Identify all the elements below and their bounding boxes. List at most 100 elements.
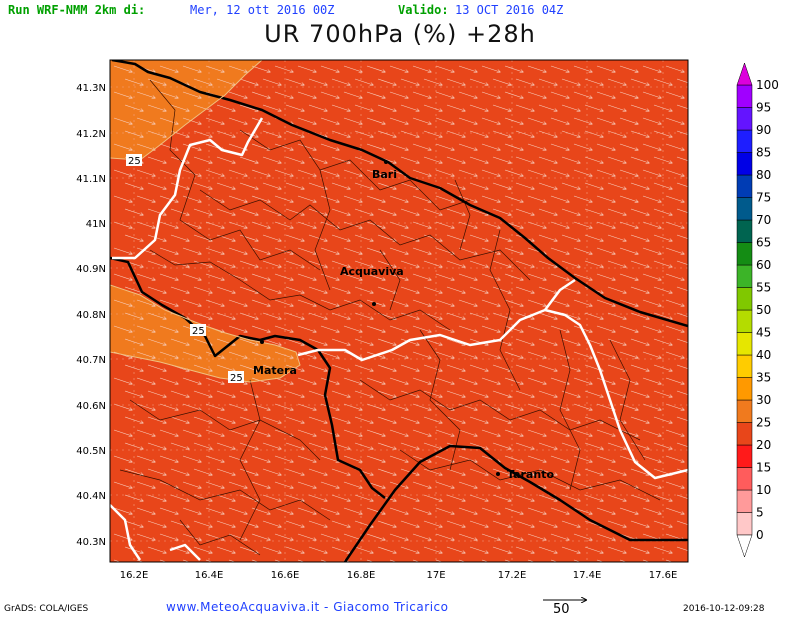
wind-vector [159, 403, 178, 410]
wind-vector [435, 351, 454, 358]
wind-vector [147, 468, 166, 475]
wind-vector [113, 325, 132, 332]
wind-vector [389, 429, 408, 436]
wind-vector [481, 429, 500, 436]
wind-vector [274, 507, 293, 514]
wind-vector [619, 247, 638, 254]
wind-vector [642, 143, 661, 150]
wind-vector [665, 351, 684, 358]
wind-vector [136, 273, 155, 280]
wind-vector [124, 312, 143, 319]
wind-vector [619, 143, 638, 150]
wind-vector [147, 208, 166, 215]
wind-vector [366, 65, 385, 72]
wind-vector [550, 91, 569, 98]
contour-label-text: 25 [192, 326, 205, 337]
wind-vector [515, 468, 534, 475]
wind-vector [343, 91, 362, 98]
wind-vector [285, 468, 304, 475]
wind-vector [469, 130, 488, 137]
wind-vector [469, 260, 488, 267]
wind-vector [297, 507, 316, 514]
lat-label: 40.7N [76, 355, 106, 366]
wind-vector [458, 143, 477, 150]
wind-vector [228, 65, 247, 72]
wind-vector [320, 507, 339, 514]
reference-vector-value: 50 [553, 602, 570, 617]
footer-website-link[interactable]: www.MeteoAcquaviva.it - Giacomo Tricaric… [166, 600, 449, 614]
wind-vector [124, 442, 143, 449]
wind-vector [331, 286, 350, 293]
wind-vector [561, 520, 580, 527]
wind-vector [228, 169, 247, 176]
wind-vector [239, 182, 258, 189]
wind-vector [377, 442, 396, 449]
wind-vector [573, 273, 592, 280]
wind-vector [561, 442, 580, 449]
latitude-labels: 41.3N 41.2N 41.1N 41N 40.9N 40.8N 40.7N … [76, 83, 106, 548]
wind-vector [412, 377, 431, 384]
wind-vector [320, 351, 339, 358]
wind-vector [642, 481, 661, 488]
wind-vector [515, 208, 534, 215]
wind-vector [170, 208, 189, 215]
wind-vector [228, 481, 247, 488]
wind-vector [262, 208, 281, 215]
wind-vector [182, 221, 201, 228]
wind-vector [170, 520, 189, 527]
wind-vector [228, 429, 247, 436]
wind-vector [607, 286, 626, 293]
wind-vector [538, 390, 557, 397]
city-label: Acquaviva [340, 265, 404, 278]
wind-vector [193, 260, 212, 267]
wind-vector [550, 481, 569, 488]
colorbar-label: 25 [756, 416, 771, 430]
wind-vector [504, 429, 523, 436]
wind-vector [205, 559, 213, 562]
wind-vector [136, 377, 155, 384]
wind-vector [159, 117, 178, 124]
wind-vector [423, 520, 442, 527]
wind-vector [561, 156, 580, 163]
wind-vector [596, 143, 615, 150]
wind-vector [308, 312, 327, 319]
wind-vector [251, 325, 270, 332]
lat-label: 40.6N [76, 401, 106, 412]
wind-vector [596, 507, 615, 514]
lat-label: 40.4N [76, 491, 106, 502]
colorbar-label: 55 [756, 281, 771, 295]
wind-vector [274, 91, 293, 98]
colorbar-segment [736, 332, 753, 356]
wind-vector [262, 416, 281, 423]
wind-vector [619, 169, 638, 176]
wind-vector [561, 416, 580, 423]
wind-vector [331, 338, 350, 345]
wind-vector [354, 260, 373, 267]
wind-vector [377, 520, 396, 527]
wind-vector [481, 351, 500, 358]
wind-vector [596, 429, 615, 436]
wind-vector [423, 364, 442, 371]
wind-vector [182, 195, 201, 202]
wind-vector [458, 299, 477, 306]
wind-vector [251, 403, 270, 410]
wind-vector [228, 91, 247, 98]
wind-vector [423, 390, 442, 397]
wind-vector [400, 286, 419, 293]
wind-vector [343, 299, 362, 306]
wind-vector [492, 494, 511, 501]
wind-vector [400, 546, 419, 553]
wind-vector [527, 65, 546, 72]
wind-vector [676, 182, 688, 187]
wind-vector [504, 533, 523, 540]
wind-vector [205, 481, 224, 488]
wind-vector [412, 325, 431, 332]
wind-vector [596, 377, 615, 384]
wind-vector [469, 78, 488, 85]
wind-vector [251, 533, 270, 540]
wind-vector [216, 494, 235, 501]
wind-vector [274, 299, 293, 306]
wind-vector [147, 546, 166, 553]
wind-vector [285, 338, 304, 345]
wind-vector [630, 156, 649, 163]
